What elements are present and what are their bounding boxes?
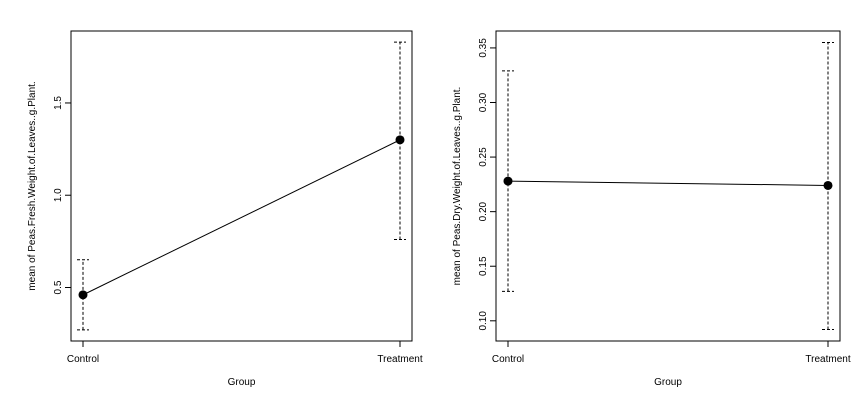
y-tick-label: 0.5 [53,280,64,294]
y-tick-label: 1.0 [53,188,64,202]
x-tick-label: Control [67,354,99,365]
x-axis-title: Group [654,377,682,388]
left-chart-panel: 0.5 1.0 1.5 Control Treatment Group mean of Pe… [27,30,423,388]
right-chart-panel: 0.10 0.15 0.20 0.25 0.30 0.35 Control Treatment… [452,30,851,388]
x-tick-label: Treatment [805,354,850,365]
series-line [507,180,829,186]
y-tick-label: 0.10 [478,311,489,331]
y-tick-label: 1.5 [53,96,64,110]
y-tick-label: 0.25 [478,147,489,167]
y-tick-label: 0.15 [478,256,489,276]
data-point [503,176,513,186]
data-point [395,135,405,145]
y-tick-label: 0.30 [478,92,489,112]
data-point [78,290,88,300]
y-tick-label: 0.20 [478,201,489,221]
y-axis-title: mean of Peas.Fresh.Weight.of.Leaves..g.P… [27,81,38,290]
plot-frame [495,30,841,342]
plot-frame [70,30,413,342]
x-tick-label: Control [492,354,524,365]
y-axis-title: mean of Peas.Dry.Weight.of.Leaves..g.Pla… [452,87,463,286]
x-tick-label: Treatment [377,354,422,365]
data-point [823,180,833,190]
series-line [82,139,401,296]
y-tick-label: 0.35 [478,38,489,58]
x-axis-title: Group [228,377,256,388]
